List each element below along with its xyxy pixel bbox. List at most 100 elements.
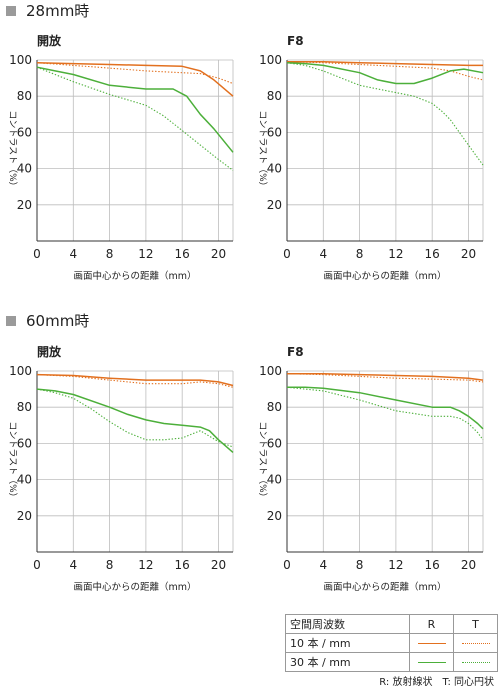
chart-title: 開放 [37,344,62,359]
y-tick-label: 80 [17,400,32,414]
x-tick-label: 8 [356,247,364,261]
series-line-10-t [286,373,484,383]
x-tick-label: 4 [319,558,327,572]
y-axis-label: コントラスト（%） [7,421,18,501]
y-tick-label: 100 [259,364,282,378]
series-line-10-t [36,62,234,85]
x-tick-label: 8 [106,558,114,572]
legend-swatch-cell [453,633,498,653]
section-heading-60mm: 60mm時 [6,310,89,331]
legend-swatch-cell [409,633,454,653]
y-tick-label: 20 [17,509,32,523]
x-tick-label: 20 [461,558,476,572]
series-line-10-r [287,372,484,381]
legend-swatch-r10 [417,642,446,644]
series-line-10-t [36,374,234,388]
footnote: R: 放射線状 T: 同心円状 [379,677,494,688]
section-heading-text: 60mm時 [26,312,90,330]
x-tick-label: 0 [283,558,291,572]
series-line-10-r [36,61,234,97]
x-tick-label: 20 [211,247,226,261]
y-tick-label: 20 [17,198,32,212]
y-tick-label: 40 [17,473,32,487]
series-line-10-r [36,373,234,387]
chart-title: F8 [287,345,304,359]
section-marker-icon [6,5,16,16]
section-heading-text: 28mm時 [26,2,90,20]
y-tick-label: 40 [17,162,32,176]
x-axis-label: 画面中心からの距離（mm） [323,581,446,593]
series-line-10-r [287,61,483,67]
y-tick-label: 40 [267,162,282,176]
x-tick-label: 16 [425,558,440,572]
y-tick-label: 60 [17,436,32,450]
x-tick-label: 12 [138,247,153,261]
x-tick-label: 16 [425,247,440,261]
series-line-30-t [286,62,484,166]
series-line-30-r [36,66,234,153]
legend-swatch-t10 [461,642,490,644]
mtf-chart-28mm-f8: F8 20 40 60 80 100 0 4 8 12 16 20 画面中心からの距離（mm） コントラス… [257,34,484,282]
section-heading-28mm: 28mm時 [6,0,89,21]
chart-title: 開放 [37,33,62,48]
x-tick-label: 20 [461,247,476,261]
y-tick-label: 40 [267,473,282,487]
legend-swatch-cell [409,652,454,672]
x-axis-label: 画面中心からの距離（mm） [73,581,196,593]
y-tick-label: 80 [267,400,282,414]
legend-swatch-cell [453,652,498,672]
legend-swatch-r30 [417,661,446,663]
x-tick-label: 20 [211,558,226,572]
y-tick-label: 60 [267,125,282,139]
x-tick-label: 12 [138,558,153,572]
x-tick-label: 0 [33,247,41,261]
series-line-30-t [36,66,234,171]
legend-row-label: 30 本 / mm [285,652,410,672]
x-tick-label: 12 [388,558,403,572]
x-tick-label: 8 [106,247,114,261]
legend-row-10: 10 本 / mm [285,633,498,653]
y-tick-label: 20 [267,509,282,523]
y-tick-label: 80 [267,89,282,103]
x-tick-label: 16 [175,558,190,572]
x-axis-label: 画面中心からの距離（mm） [323,270,446,282]
y-tick-label: 100 [259,53,282,67]
x-axis-label: 画面中心からの距離（mm） [73,270,196,282]
y-tick-label: 100 [9,53,32,67]
mtf-chart-60mm-f8: F8 20 40 60 80 100 0 4 8 12 16 20 画面中心からの距離（mm） コントラス… [257,345,484,593]
x-tick-label: 0 [33,558,41,572]
legend-row-label: 10 本 / mm [285,633,410,653]
x-tick-label: 0 [283,247,291,261]
legend-swatch-t30 [461,661,490,663]
y-axis-label: コントラスト（%） [257,110,268,190]
section-marker-icon [6,315,16,326]
x-tick-label: 4 [319,247,327,261]
legend-header-t: T [453,614,498,634]
x-tick-label: 4 [69,247,77,261]
chart-title: F8 [287,34,304,48]
series-line-10-t [286,61,484,81]
legend-header-row: 空間周波数 R T [285,614,498,634]
legend-header-r: R [409,614,454,634]
series-line-30-r [36,388,234,453]
legend-row-30: 30 本 / mm [285,652,498,672]
y-axis-label: コントラスト（%） [257,421,268,501]
y-tick-label: 80 [17,89,32,103]
y-tick-label: 100 [9,364,32,378]
y-tick-label: 20 [267,198,282,212]
series-line-30-t [36,388,234,448]
legend-table: 空間周波数 R T 10 本 / mm 30 本 / mm [285,614,498,672]
series-line-30-r [286,61,484,85]
x-tick-label: 4 [69,558,77,572]
x-tick-label: 12 [388,247,403,261]
x-tick-label: 16 [175,247,190,261]
x-tick-label: 8 [356,558,364,572]
y-axis-label: コントラスト（%） [7,110,18,190]
legend-header-freq: 空間周波数 [285,614,410,634]
series-line-30-r [287,386,484,430]
mtf-chart-28mm-open: 開放 20 40 60 80 100 0 4 8 12 16 20 画面中心からの距離（mm） コントラス… [7,33,234,282]
y-tick-label: 60 [267,436,282,450]
series-line-30-t [286,386,484,441]
mtf-chart-60mm-open: 開放 20 40 60 80 100 0 4 8 12 16 20 画面中心からの距離（mm） コントラス… [7,344,234,593]
y-tick-label: 60 [17,125,32,139]
